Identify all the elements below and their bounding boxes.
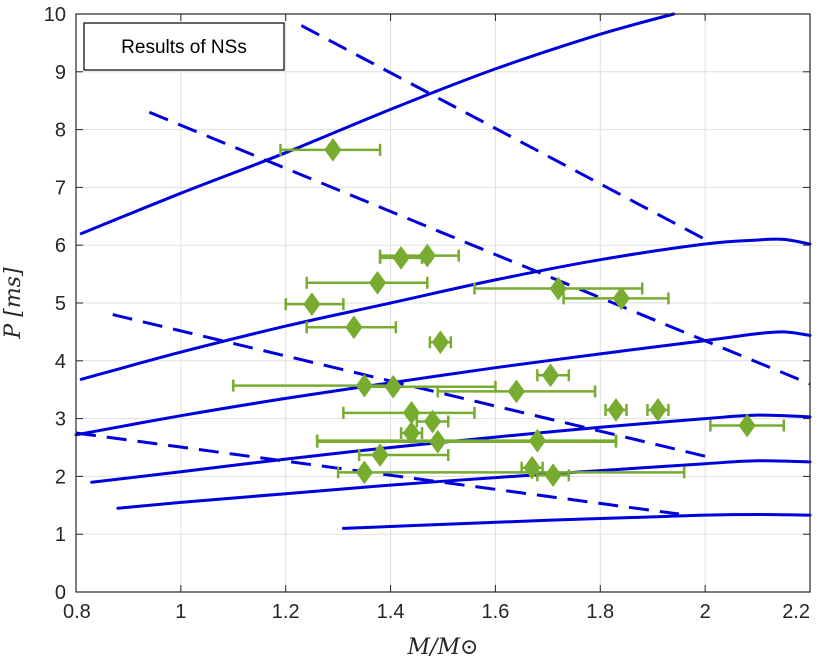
x-tick-label: 1.8: [586, 601, 614, 623]
tick-layer: 0.8 1 1.2 1.4 1.6 1.8 2 2.2 0 1 2 3 4 5 6 7 8 9 10: [44, 4, 811, 623]
curve-layer: [74, 12, 812, 530]
diamond-marker: [549, 276, 567, 301]
diamond-marker: [402, 421, 421, 445]
y-tick-label: 3: [55, 409, 66, 431]
diamond-marker: [649, 398, 667, 422]
data-point: [399, 421, 424, 445]
diamond-marker: [368, 270, 387, 295]
y-tick-label: 1: [55, 524, 66, 546]
data-point: [436, 379, 597, 404]
diamond-marker: [612, 286, 630, 311]
dashed-curve-dashed-4: [75, 431, 680, 516]
dashed-curve-dashed-3: [112, 313, 706, 458]
point-layer: [232, 137, 786, 488]
diamond-marker: [371, 443, 389, 467]
solid-curve-solid-3: [74, 330, 812, 437]
data-point: [315, 428, 618, 453]
x-axis-title: M/M⊙: [407, 635, 479, 660]
diamond-marker: [418, 243, 436, 268]
legend-border: [83, 22, 285, 71]
y-tick-label: 4: [55, 351, 66, 373]
x-tick-label: 1.4: [377, 601, 405, 623]
diamond-marker: [528, 428, 547, 453]
dashed-curve-dashed-2: [148, 110, 811, 386]
y-tick-label: 7: [55, 177, 66, 199]
diamond-marker: [355, 460, 374, 485]
diamond-marker: [392, 246, 410, 270]
solid-curve-solid-1: [79, 12, 676, 236]
y-tick-label: 8: [55, 120, 66, 142]
diamond-marker: [541, 363, 560, 388]
diamond-marker: [607, 398, 625, 422]
y-axis-title: P [ms]: [1, 267, 26, 340]
diamond-marker: [423, 409, 442, 434]
legend-box: Results of NSs: [83, 22, 285, 71]
x-tick-label: 2.2: [782, 601, 810, 623]
data-point: [357, 443, 450, 467]
y-tick-label: 10: [44, 4, 66, 26]
diamond-marker: [507, 379, 526, 404]
data-point: [305, 270, 429, 295]
data-point: [562, 286, 670, 311]
diamond-marker: [324, 137, 342, 162]
data-point: [279, 137, 382, 162]
data-point: [378, 243, 460, 268]
data-point: [604, 398, 628, 422]
solid-curve-solid-2: [79, 237, 812, 381]
y-tick-label: 0: [55, 582, 66, 604]
x-tick-label: 1.2: [272, 601, 300, 623]
y-tick-label: 5: [55, 293, 66, 315]
solid-curve-solid-4: [90, 413, 812, 484]
diamond-marker: [303, 292, 321, 317]
y-tick-label: 9: [55, 62, 66, 84]
legend-label: Results of NSs: [121, 37, 247, 58]
x-tick-label: 1.6: [482, 601, 510, 623]
data-point: [536, 363, 571, 388]
data-point: [428, 330, 453, 355]
y-tick-label: 2: [55, 466, 66, 488]
data-point: [646, 398, 670, 422]
x-tick-label: 2: [700, 601, 711, 623]
plot-area: 0.8 1 1.2 1.4 1.6 1.8 2 2.2 0 1 2 3 4 5 6 7 8 9 10: [44, 4, 812, 623]
data-point: [473, 276, 644, 301]
data-point: [709, 413, 786, 438]
diamond-marker: [431, 330, 450, 355]
diamond-marker: [738, 413, 756, 438]
solid-curve-solid-6: [341, 512, 812, 530]
data-point: [284, 292, 345, 317]
diamond-marker: [345, 315, 363, 340]
y-tick-label: 6: [55, 235, 66, 257]
dashed-curve-dashed-1: [300, 24, 706, 241]
x-tick-label: 1: [175, 601, 186, 623]
solid-curve-solid-5: [116, 459, 812, 510]
data-point: [336, 460, 686, 485]
data-point: [305, 315, 398, 340]
x-tick-label: 0.8: [63, 601, 91, 623]
diamond-marker: [384, 374, 402, 399]
data-point: [415, 409, 450, 434]
data-point: [342, 400, 476, 425]
